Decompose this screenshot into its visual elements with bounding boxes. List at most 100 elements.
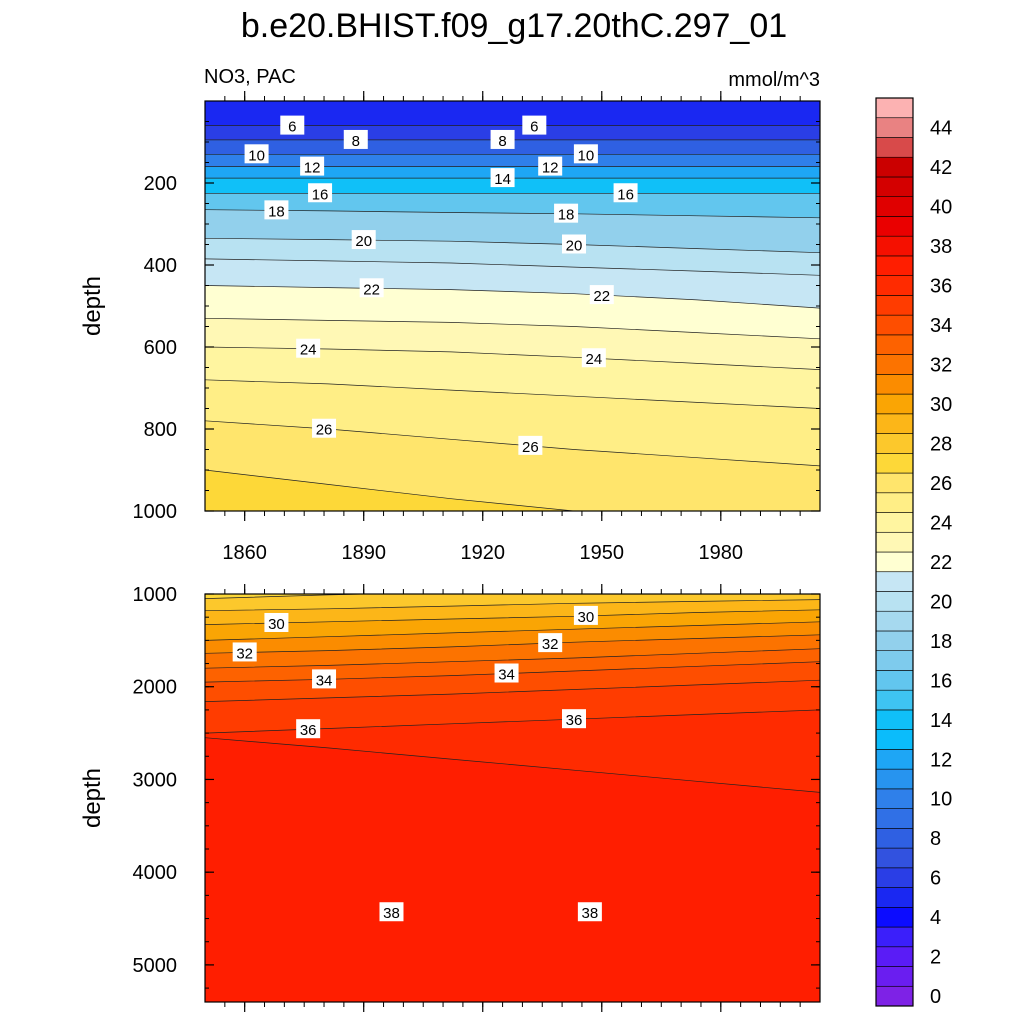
colorbar-label: 36	[930, 276, 952, 298]
upper-contour-label-text: 6	[288, 119, 296, 136]
lower-contour-label-text: 34	[498, 667, 515, 684]
upper-y-tick-label: 200	[144, 173, 177, 195]
colorbar-label: 16	[930, 670, 952, 692]
colorbar-swatch	[875, 176, 914, 197]
colorbar-swatch	[875, 275, 914, 296]
colorbar-swatch	[875, 295, 914, 316]
upper-contour-label-text: 22	[593, 288, 610, 305]
upper-contour-label-text: 12	[542, 160, 559, 177]
lower-y-tick-label: 2000	[133, 677, 178, 699]
lower-contour-line	[205, 634, 820, 654]
upper-contour-label-text: 16	[617, 186, 634, 203]
upper-contour-label: 8	[343, 129, 368, 150]
upper-contour-line	[205, 237, 820, 254]
x-tick-label: 1890	[341, 542, 386, 564]
colorbar-swatch	[875, 492, 914, 513]
upper-contour-label-text: 26	[316, 422, 333, 439]
upper-contour-line	[205, 209, 820, 219]
colorbar-swatch	[875, 689, 914, 711]
x-tick-label: 1920	[460, 542, 505, 564]
upper-contour-label: 22	[359, 278, 384, 298]
lower-contour-label: 38	[379, 902, 404, 922]
colorbar-label: 12	[930, 749, 952, 771]
upper-panel: 6 6 8 8 10 10 12 12 14 16 16 18 18 20 20 22 22 24 24 26 26 20…	[79, 91, 821, 564]
colorbar-label: 44	[930, 118, 952, 140]
upper-contour-label-text: 18	[268, 203, 285, 220]
upper-contour-label-text: 22	[363, 281, 380, 298]
colorbar-swatch	[875, 926, 914, 948]
colorbar-label: 20	[930, 591, 952, 613]
colorbar-swatch	[875, 196, 914, 217]
x-tick-label: 1860	[222, 542, 267, 564]
colorbar-label: 26	[930, 473, 952, 495]
colorbar-swatch	[875, 650, 914, 671]
lower-contour-line	[205, 599, 820, 612]
upper-contour-line	[205, 258, 820, 276]
upper-contour-label: 8	[490, 129, 515, 150]
upper-y-axis-label: depth	[79, 276, 106, 336]
lower-contour-label: 36	[562, 709, 586, 729]
colorbar-swatch	[875, 453, 914, 474]
colorbar-swatch	[875, 571, 914, 592]
upper-contour-label-text: 12	[304, 160, 321, 177]
colorbar-label: 2	[930, 947, 941, 969]
upper-contour-label: 24	[296, 338, 321, 359]
colorbar-label: 32	[930, 354, 952, 376]
colorbar-swatch	[875, 314, 914, 336]
colorbar-swatch	[875, 907, 914, 928]
lower-y-tick-label: 3000	[133, 769, 178, 791]
colorbar-swatch	[875, 768, 914, 790]
colorbar-label: 18	[930, 631, 952, 653]
upper-fill-band	[205, 470, 820, 511]
colorbar-label: 24	[930, 512, 952, 534]
lower-contour-line	[205, 621, 820, 641]
upper-contour-line	[205, 379, 820, 409]
lower-y-tick-label: 1000	[133, 584, 178, 606]
colorbar-swatch	[875, 117, 914, 138]
colorbar-swatch	[875, 216, 914, 237]
colorbar-swatch	[875, 867, 914, 888]
upper-contour-label: 10	[573, 144, 598, 164]
colorbar-swatch	[875, 334, 914, 355]
colorbar-swatch	[875, 156, 914, 178]
upper-contour-line	[205, 285, 820, 309]
colorbar-swatch	[875, 512, 914, 533]
upper-contour-label-text: 14	[494, 171, 511, 188]
upper-contour-label: 6	[522, 115, 547, 136]
lower-y-tick-label: 4000	[133, 862, 178, 884]
upper-contour-label: 16	[308, 183, 333, 203]
upper-y-tick-label: 1000	[133, 501, 178, 523]
lower-contour-label-text: 36	[566, 712, 583, 729]
upper-contour-line	[205, 317, 820, 340]
upper-contour-line	[205, 469, 582, 511]
upper-contour-label: 22	[589, 285, 614, 305]
colorbar-swatch	[875, 847, 914, 869]
colorbar-swatch	[875, 137, 914, 158]
variable-label: NO3, PAC	[204, 66, 296, 88]
colorbar-swatch	[875, 788, 914, 809]
colorbar-swatch	[875, 630, 914, 651]
upper-y-tick-label: 400	[144, 255, 177, 277]
colorbar-label: 38	[930, 236, 952, 258]
colorbar-label: 8	[930, 828, 941, 850]
colorbar-label: 28	[930, 433, 952, 455]
colorbar-label: 34	[930, 315, 952, 337]
units-label: mmol/m^3	[728, 69, 820, 91]
upper-contour-label: 6	[280, 115, 305, 136]
lower-contour-label-text: 30	[268, 616, 285, 633]
upper-contour-label-text: 8	[352, 133, 360, 150]
colorbar-label: 10	[930, 789, 952, 811]
colorbar: 0246810121416182022242628303234363840424…	[875, 97, 952, 1008]
lower-contour-label: 32	[232, 642, 257, 662]
upper-contour-label-text: 6	[530, 119, 538, 136]
upper-contour-label-text: 26	[522, 439, 539, 456]
lower-panel: 30 30 32 32 34 34 36 36 38 38 1000 2000 3000 4000 5000…	[79, 584, 821, 1012]
lower-contour-label-text: 36	[300, 722, 317, 739]
colorbar-label: 14	[930, 710, 952, 732]
lower-contour-label: 32	[538, 633, 563, 653]
x-tick-label: 1980	[699, 542, 744, 564]
lower-frame	[204, 593, 821, 1003]
colorbar-swatch	[875, 255, 914, 276]
upper-contour-label: 12	[538, 156, 563, 177]
